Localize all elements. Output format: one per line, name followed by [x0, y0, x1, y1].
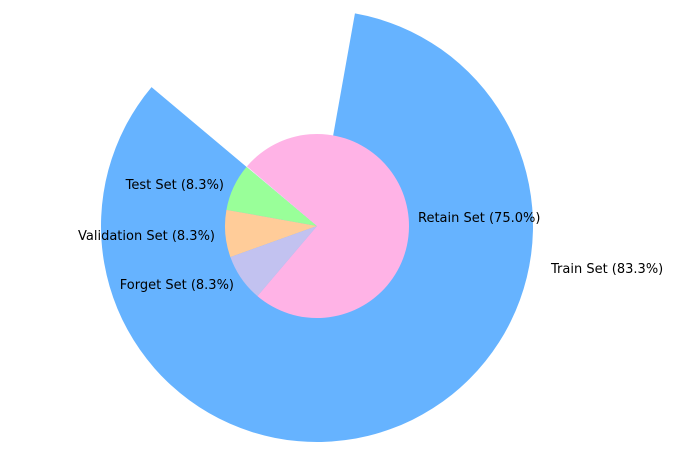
slice-label-forget-set: Forget Set (8.3%) — [120, 278, 234, 293]
slice-label-train-set: Train Set (83.3%) — [550, 262, 663, 277]
inner-ring — [224, 133, 410, 318]
pie-slice-test-set — [226, 166, 317, 226]
pie-slice-retain-set — [246, 133, 410, 318]
slice-label-retain-set: Retain Set (75.0%) — [418, 211, 540, 226]
pie-slice-forget-set — [230, 226, 317, 297]
slice-label-validation-set: Validation Set (8.3%) — [78, 229, 215, 244]
slice-label-test-set: Test Set (8.3%) — [125, 178, 224, 193]
slice-labels: Train Set (83.3%) Test Set (8.3%) Valida… — [78, 178, 663, 293]
pie-slice-validation-set — [224, 209, 317, 258]
